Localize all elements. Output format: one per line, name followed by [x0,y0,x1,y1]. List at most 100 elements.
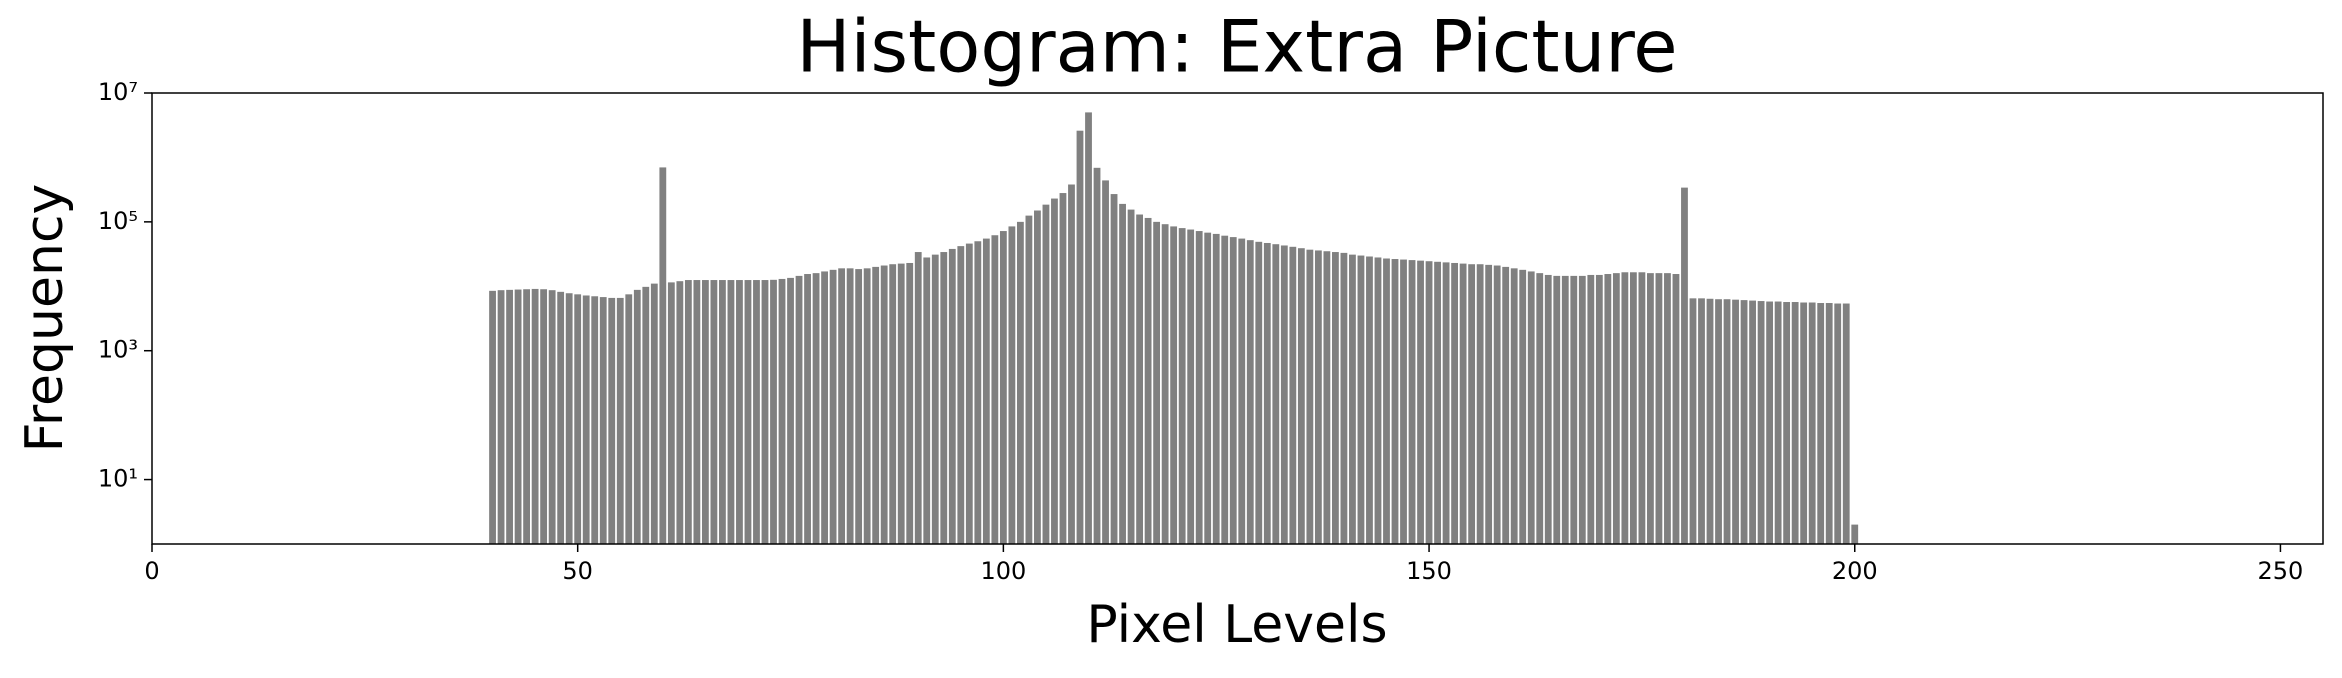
bar [787,277,794,544]
y-tick-label: 10⁵ [98,207,138,235]
bar [982,238,990,544]
bar [863,268,871,544]
chart-title: Histogram: Extra Picture [796,5,1677,89]
bar [1076,130,1084,544]
bar [1059,193,1067,544]
bar [1553,275,1561,544]
bar [1093,167,1101,545]
bar [1570,275,1578,544]
bar [1502,266,1510,544]
bar [1604,274,1612,544]
bar [1153,221,1161,544]
bar [1527,271,1535,544]
x-tick-label: 200 [1832,557,1878,585]
bar [557,291,565,544]
bar [1119,203,1126,544]
bar [676,281,684,544]
bar [1740,300,1748,544]
bar [1340,252,1348,544]
bar [659,167,667,544]
y-tick-label: 10³ [98,336,138,364]
bar [1476,264,1484,544]
bar [523,289,531,544]
bar [633,289,641,544]
bar [1136,214,1143,544]
bar [1016,221,1024,544]
bar [1698,298,1705,544]
bar [838,268,846,544]
bar [1144,217,1152,544]
bar [736,280,743,544]
bar [1195,231,1203,544]
bar [1510,268,1518,544]
bar [608,297,616,544]
bar [1800,302,1808,544]
bar [1817,303,1825,544]
bar [1204,232,1212,544]
x-tick-label: 250 [2258,557,2304,585]
bar [1451,262,1459,544]
bar [1127,209,1135,544]
bar [761,280,769,544]
bar [872,266,880,544]
bar [1272,244,1280,544]
bar [1723,299,1731,544]
bar [582,295,590,544]
bar [1102,180,1109,545]
bar [1638,272,1646,544]
bar [1425,261,1433,544]
bar [727,280,735,544]
bar [999,231,1007,544]
bar [804,274,811,544]
bar [1034,210,1041,544]
bar [1612,273,1620,544]
bar [710,280,718,544]
bar [540,289,548,544]
bar [1323,251,1331,545]
bar [616,297,624,544]
bar [506,289,513,544]
bar [829,269,837,544]
bar [599,297,607,544]
bar [1085,112,1092,545]
bar [719,280,726,544]
bar [1459,263,1467,544]
x-tick-label: 0 [144,557,159,585]
bar [667,282,675,544]
x-axis-label: Pixel Levels [1086,595,1387,655]
bar [923,257,931,544]
bar [1493,265,1501,544]
bar [1212,233,1220,544]
bar [591,296,599,544]
bar [1825,303,1833,544]
bar [1595,274,1603,544]
bar [574,294,582,544]
bar [489,290,496,544]
bar [821,271,828,544]
bar [1221,235,1229,544]
bar [1834,303,1842,544]
bar [940,252,948,545]
bar [1008,226,1016,544]
bar [1664,273,1671,544]
bar [497,290,505,544]
bar [1417,260,1424,544]
bar [778,278,786,544]
bar [1706,298,1714,544]
bar [1766,301,1774,544]
bar [1332,252,1339,545]
bar [548,290,556,544]
bar [812,273,820,544]
bar [1791,302,1799,544]
y-tick-label: 10¹ [98,465,138,493]
bar [744,280,752,544]
x-tick-label: 100 [980,557,1026,585]
bar [1246,240,1254,544]
bar [1349,254,1356,544]
bar [770,279,777,544]
bar [1280,245,1288,545]
bar [1357,255,1365,544]
bar [1732,299,1739,544]
bar [914,252,922,545]
